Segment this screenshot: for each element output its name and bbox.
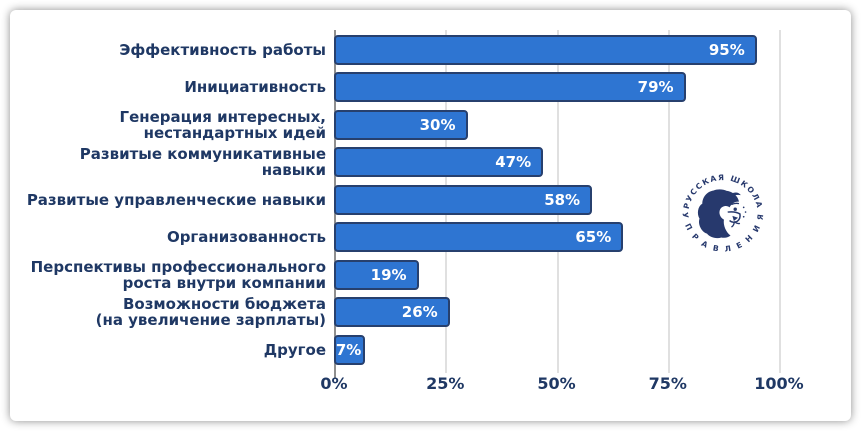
gridline [779,30,781,373]
bar-track: 7% [334,334,851,365]
bar-value-label: 95% [708,40,745,59]
x-tick-label: 0% [320,374,348,393]
bar-row: Организованность 65% [10,219,851,257]
bar: 65% [334,222,624,253]
category-label: Развитые управленческие навыки [26,190,326,209]
bar-row: Другое 7% [10,331,851,369]
x-tick-label: 100% [754,374,804,393]
category-label: Инициативность [184,78,326,97]
bar: 47% [334,147,544,178]
category-label: Другое [263,340,326,359]
category-label: Возможности бюджета (на увеличение зарпл… [95,295,326,330]
category-label: Эффективность работы [119,40,326,59]
bar-row: Развитые управленческие навыки 58% [10,181,851,219]
bar-value-label: 65% [575,228,612,247]
rsu-logo-watermark: • РУССКАЯ ШКОЛА • У П Р А В Л Е Н И Я [676,166,764,254]
bar-row: Генерация интересных, нестандартных идей… [10,106,851,144]
bar-track: 95% [334,34,851,65]
category-label: Перспективы профессионального роста внут… [30,257,326,292]
bar-value-label: 30% [419,115,456,134]
bar-value-label: 7% [335,340,362,359]
bar-rows: Эффективность работы 95% Инициативность 79%… [10,31,851,369]
bar: 79% [334,72,686,103]
bar-track: 58% [334,184,851,215]
bar-track: 26% [334,297,851,328]
chart-card: Эффективность работы 95% Инициативность 79%… [10,10,851,421]
bar-value-label: 79% [637,78,674,97]
bar-chart: Эффективность работы 95% Инициативность 79%… [10,10,851,421]
category-label: Развитые коммуникативные навыки [79,145,326,180]
x-tick-label: 75% [648,374,687,393]
category-label: Генерация интересных, нестандартных идей [119,107,326,142]
bar-value-label: 58% [544,190,581,209]
bar-track: 65% [334,222,851,253]
bar-track: 47% [334,147,851,178]
lion-icon [697,189,747,239]
gridline [667,30,670,373]
bar: 95% [334,34,757,65]
bar-row: Развитые коммуникативные навыки 47% [10,144,851,182]
bar: 58% [334,184,593,215]
bar: 7% [334,334,366,365]
bar-row: Инициативность 79% [10,69,851,107]
bar-row: Возможности бюджета (на увеличение зарпл… [10,294,851,332]
bar: 19% [334,259,419,290]
bar-track: 79% [334,72,851,103]
bar: 30% [334,109,468,140]
x-tick-label: 25% [426,374,465,393]
bar-row: Перспективы профессионального роста внут… [10,256,851,294]
bar-value-label: 47% [495,153,532,172]
category-label: Организованность [166,228,326,247]
x-tick-label: 50% [537,374,576,393]
bar-track: 30% [334,109,851,140]
bar-value-label: 19% [370,265,407,284]
bar-value-label: 26% [401,303,438,322]
bar-track: 19% [334,259,851,290]
bar: 26% [334,297,450,328]
bar-row: Эффективность работы 95% [10,31,851,69]
